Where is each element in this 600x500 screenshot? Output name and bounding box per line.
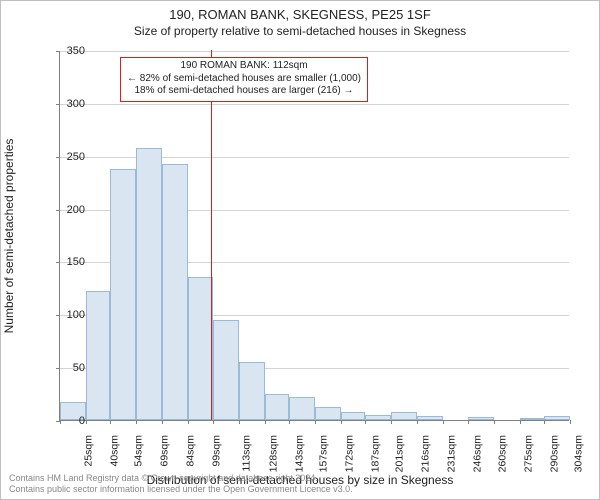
ytick-label: 250 <box>45 151 85 163</box>
chart-subtitle: Size of property relative to semi-detach… <box>1 24 599 38</box>
gridline <box>60 104 569 105</box>
xtick-mark <box>188 420 189 424</box>
xtick-label: 40sqm <box>109 435 121 467</box>
xtick-label: 216sqm <box>420 435 432 472</box>
xtick-mark <box>213 420 214 424</box>
xtick-mark <box>162 420 163 424</box>
plot-area: 190 ROMAN BANK: 112sqm ← 82% of semi-det… <box>59 51 569 421</box>
histogram-bar <box>520 418 544 420</box>
xtick-label: 201sqm <box>394 435 406 472</box>
xtick-label: 187sqm <box>369 435 381 472</box>
xtick-mark <box>315 420 316 424</box>
histogram-bar <box>544 416 570 420</box>
ytick-label: 100 <box>45 309 85 321</box>
xtick-label: 84sqm <box>185 435 197 467</box>
xtick-mark <box>468 420 469 424</box>
footer-attribution: Contains HM Land Registry data © Crown c… <box>9 473 353 495</box>
ytick-label: 0 <box>45 415 85 427</box>
xtick-label: 99sqm <box>211 435 223 467</box>
histogram-bar <box>417 416 443 420</box>
xtick-mark <box>239 420 240 424</box>
histogram-bar <box>341 412 365 420</box>
ytick-label: 50 <box>45 362 85 374</box>
xtick-label: 25sqm <box>83 435 95 467</box>
histogram-bar <box>265 394 289 420</box>
xtick-mark <box>341 420 342 424</box>
xtick-label: 260sqm <box>496 435 508 472</box>
xtick-mark <box>443 420 444 424</box>
annotation-line1: 190 ROMAN BANK: 112sqm <box>127 60 361 73</box>
xtick-mark <box>520 420 521 424</box>
xtick-mark <box>570 420 571 424</box>
ytick-label: 350 <box>45 45 85 57</box>
histogram-bar <box>162 164 188 420</box>
histogram-bar <box>86 291 110 420</box>
gridline <box>60 51 569 52</box>
xtick-mark <box>289 420 290 424</box>
footer-line1: Contains HM Land Registry data © Crown c… <box>9 473 353 484</box>
histogram-bar <box>213 320 239 420</box>
xtick-label: 275sqm <box>522 435 534 472</box>
xtick-mark <box>265 420 266 424</box>
xtick-label: 231sqm <box>446 435 458 472</box>
footer-line2: Contains public sector information licen… <box>9 484 353 495</box>
histogram-bar <box>110 169 136 420</box>
histogram-bar <box>468 417 494 420</box>
xtick-mark <box>417 420 418 424</box>
y-axis-label: Number of semi-detached properties <box>2 139 16 334</box>
xtick-mark <box>494 420 495 424</box>
histogram-bar <box>365 415 391 420</box>
annotation-line2: ← 82% of semi-detached houses are smalle… <box>127 73 361 86</box>
chart-container: 190, ROMAN BANK, SKEGNESS, PE25 1SF Size… <box>0 0 600 500</box>
xtick-label: 143sqm <box>293 435 305 472</box>
xtick-label: 290sqm <box>548 435 560 472</box>
histogram-bar <box>289 397 315 420</box>
xtick-mark <box>391 420 392 424</box>
xtick-mark <box>110 420 111 424</box>
histogram-bar <box>315 407 341 420</box>
xtick-label: 128sqm <box>267 435 279 472</box>
ytick-label: 200 <box>45 204 85 216</box>
xtick-mark <box>136 420 137 424</box>
histogram-bar <box>239 362 265 420</box>
xtick-label: 172sqm <box>343 435 355 472</box>
xtick-label: 157sqm <box>317 435 329 472</box>
ytick-label: 150 <box>45 256 85 268</box>
xtick-mark <box>86 420 87 424</box>
histogram-bar <box>391 412 417 420</box>
histogram-bar <box>136 148 162 420</box>
indicator-line <box>211 50 212 420</box>
ytick-label: 300 <box>45 98 85 110</box>
chart-title: 190, ROMAN BANK, SKEGNESS, PE25 1SF <box>1 7 599 22</box>
annotation-box: 190 ROMAN BANK: 112sqm ← 82% of semi-det… <box>120 57 368 102</box>
annotation-line3: 18% of semi-detached houses are larger (… <box>127 85 361 98</box>
xtick-mark <box>365 420 366 424</box>
xtick-label: 69sqm <box>159 435 171 467</box>
histogram-bar <box>188 277 212 420</box>
xtick-label: 304sqm <box>572 435 584 472</box>
xtick-label: 246sqm <box>472 435 484 472</box>
xtick-mark <box>544 420 545 424</box>
xtick-label: 54sqm <box>133 435 145 467</box>
xtick-label: 113sqm <box>240 435 252 472</box>
